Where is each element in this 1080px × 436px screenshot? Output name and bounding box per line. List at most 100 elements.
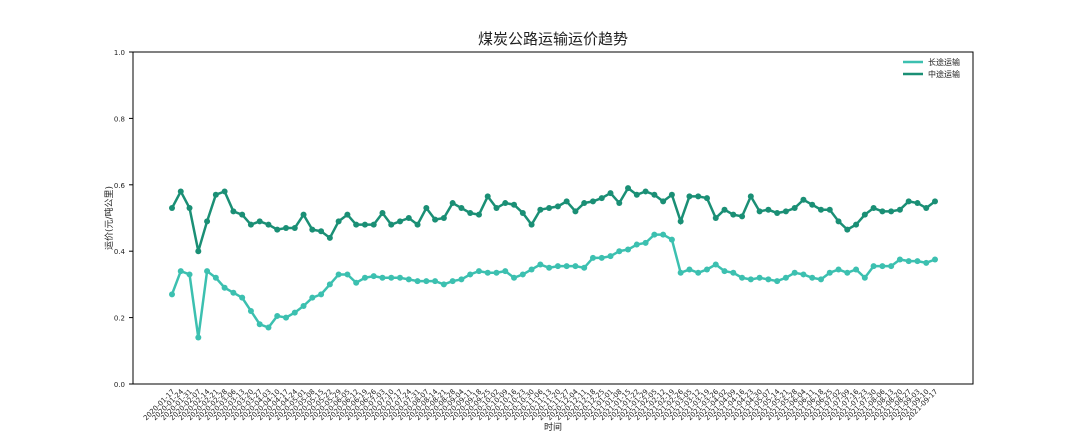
data-point	[879, 208, 886, 215]
data-point	[888, 208, 895, 215]
data-point	[432, 216, 439, 223]
data-point	[335, 218, 342, 225]
data-point	[291, 309, 298, 316]
data-point	[703, 195, 710, 202]
y-axis-label: 运价(元/吨公里)	[103, 186, 115, 250]
data-point	[186, 271, 193, 278]
y-tick-label: 0.4	[114, 248, 126, 256]
data-point	[879, 263, 886, 270]
data-point	[712, 215, 719, 221]
data-point	[651, 191, 658, 198]
data-point	[800, 271, 807, 278]
data-point	[572, 208, 579, 215]
data-point	[397, 274, 404, 281]
data-point	[563, 263, 570, 270]
data-point	[212, 191, 219, 198]
data-point	[642, 188, 649, 195]
data-point	[256, 321, 263, 328]
data-point	[765, 276, 772, 283]
data-point	[388, 274, 395, 281]
data-point	[528, 266, 535, 273]
data-point	[370, 273, 377, 280]
data-point	[695, 193, 702, 200]
data-point	[905, 258, 912, 265]
data-point	[800, 196, 807, 203]
data-point	[554, 263, 561, 270]
data-point	[291, 224, 298, 231]
data-point	[195, 334, 202, 341]
data-point	[923, 205, 930, 212]
data-point	[449, 200, 456, 207]
data-point	[546, 264, 553, 271]
data-point	[598, 254, 605, 261]
data-point	[353, 279, 360, 286]
data-point	[896, 256, 903, 263]
data-point	[204, 268, 211, 275]
data-point	[581, 264, 588, 271]
data-point	[721, 206, 728, 213]
series-line	[170, 233, 936, 338]
data-point	[870, 263, 877, 270]
series-line	[170, 186, 936, 252]
data-point	[625, 246, 632, 253]
data-point	[817, 276, 824, 283]
data-point	[265, 221, 272, 228]
data-point	[458, 276, 465, 283]
data-point	[896, 206, 903, 213]
data-point	[721, 268, 728, 275]
data-point	[423, 278, 430, 285]
data-point	[546, 205, 553, 212]
data-point	[861, 211, 868, 218]
data-point	[511, 201, 518, 208]
data-point	[826, 269, 833, 276]
y-tick-label: 0.2	[114, 315, 125, 323]
data-point	[668, 191, 675, 198]
data-point	[344, 271, 351, 278]
data-point	[633, 191, 640, 198]
data-point	[405, 215, 412, 221]
data-point	[782, 274, 789, 281]
data-point	[186, 205, 193, 212]
data-point	[572, 263, 579, 270]
data-point	[730, 211, 737, 218]
data-point	[493, 205, 500, 212]
data-point	[177, 268, 184, 275]
data-point	[318, 291, 325, 298]
data-point	[835, 266, 842, 273]
data-point	[300, 211, 307, 218]
data-point	[212, 274, 219, 281]
data-point	[440, 215, 447, 221]
data-point	[475, 211, 482, 218]
data-point	[625, 185, 632, 192]
data-point	[239, 211, 246, 218]
y-tick-label: 0.8	[114, 115, 125, 123]
data-point	[449, 278, 456, 285]
data-point	[344, 211, 351, 218]
data-point	[774, 278, 781, 285]
plot-frame	[132, 51, 974, 385]
data-point	[932, 256, 938, 263]
data-point	[616, 248, 623, 255]
data-point	[817, 206, 824, 213]
data-point	[537, 206, 544, 213]
data-point	[475, 268, 482, 275]
data-point	[774, 210, 781, 217]
data-point	[563, 198, 570, 205]
data-point	[932, 198, 938, 205]
data-point	[791, 205, 798, 212]
data-point	[414, 278, 421, 285]
data-point	[247, 307, 254, 314]
data-point	[169, 205, 175, 212]
data-point	[739, 213, 746, 220]
data-point	[730, 269, 737, 276]
data-point	[660, 198, 667, 205]
data-point	[519, 271, 526, 278]
data-point	[923, 259, 930, 266]
data-point	[326, 234, 333, 241]
data-point	[791, 269, 798, 276]
data-point	[844, 269, 851, 276]
data-point	[318, 228, 325, 235]
data-point	[905, 198, 912, 205]
data-point	[686, 266, 693, 273]
data-point	[484, 193, 491, 200]
